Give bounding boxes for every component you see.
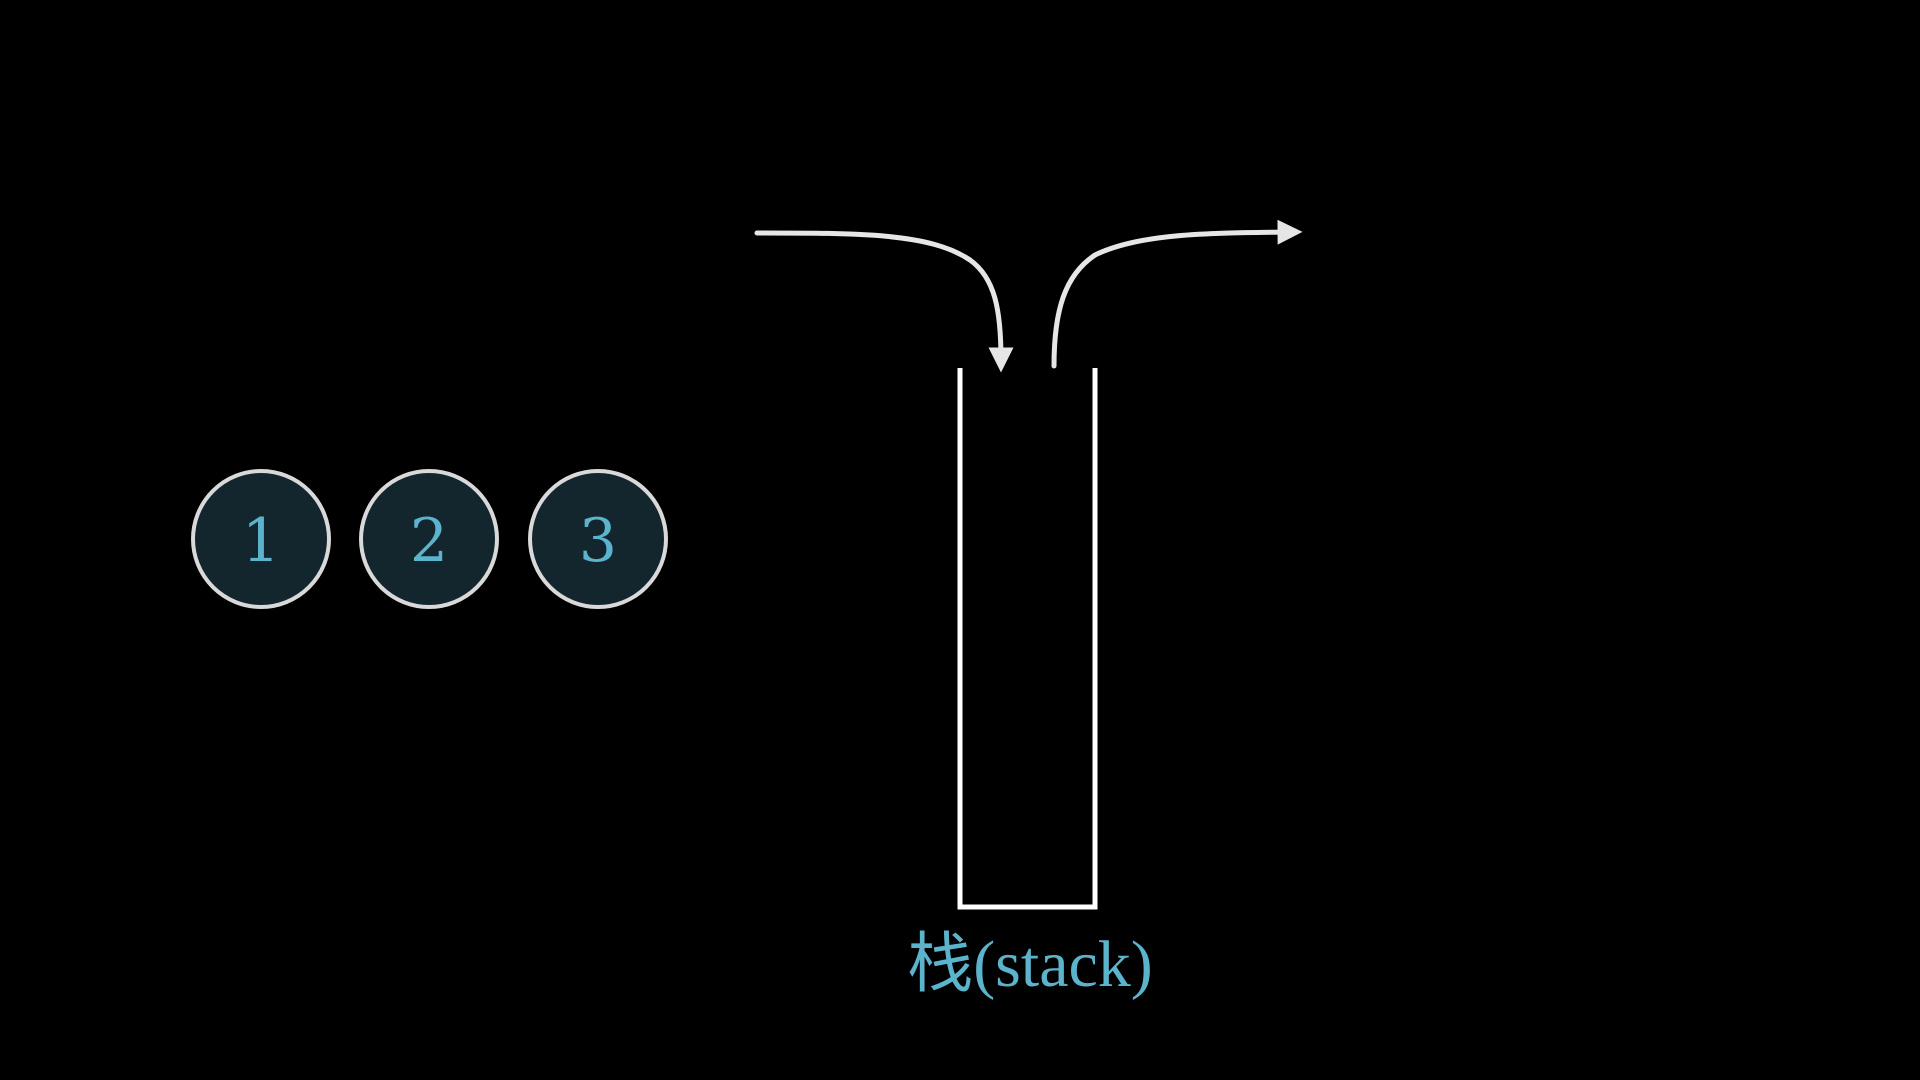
pop-arrow-icon xyxy=(1051,219,1303,369)
element-node-1: 1 xyxy=(191,469,331,609)
element-node-3: 3 xyxy=(528,469,668,609)
element-circle xyxy=(191,469,331,609)
push-arrow-icon xyxy=(754,230,1014,373)
stack-container xyxy=(957,368,1098,910)
element-circle xyxy=(359,469,499,609)
element-node-2: 2 xyxy=(359,469,499,609)
element-label: 2 xyxy=(410,506,448,576)
element-label: 3 xyxy=(579,506,617,576)
element-circle xyxy=(528,469,668,609)
element-label: 1 xyxy=(242,506,280,576)
stack-label: 栈(stack) xyxy=(907,928,1153,1001)
